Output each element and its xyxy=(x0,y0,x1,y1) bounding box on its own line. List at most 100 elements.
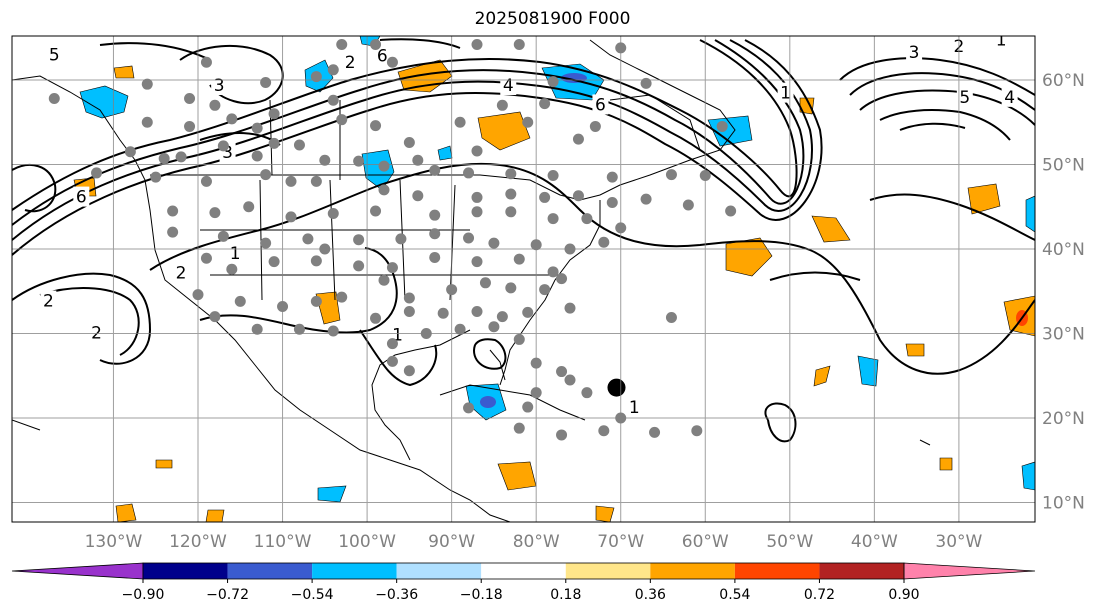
colorbar-tick-label: 0.36 xyxy=(635,587,666,603)
station-dot xyxy=(285,211,297,223)
station-dot xyxy=(251,150,263,162)
station-dot xyxy=(505,168,517,180)
station-dot xyxy=(386,262,398,274)
station-dot xyxy=(471,145,483,157)
station-dot xyxy=(260,237,272,249)
station-dot xyxy=(141,78,153,90)
station-dot xyxy=(606,171,618,183)
station-dot xyxy=(556,366,568,378)
contour-label-bg xyxy=(592,94,609,115)
station-dot xyxy=(310,175,322,187)
colorbar-tick-label: −0.90 xyxy=(122,587,165,603)
station-dot xyxy=(251,323,263,335)
station-dot xyxy=(556,273,568,285)
station-dot xyxy=(158,153,170,165)
station-dot xyxy=(505,206,517,218)
station-dot xyxy=(649,426,661,438)
station-dot xyxy=(209,311,221,323)
station-dot xyxy=(310,295,322,307)
station-dot xyxy=(226,263,238,275)
station-dot xyxy=(167,205,179,217)
contour-label: 1 xyxy=(230,244,241,264)
lon-label: 80°W xyxy=(513,532,560,552)
station-dot xyxy=(725,205,737,217)
map-background xyxy=(12,36,1035,522)
station-dot xyxy=(547,213,559,225)
station-dot xyxy=(386,355,398,367)
lon-label: 100°W xyxy=(338,532,396,552)
station-dot xyxy=(429,251,441,263)
station-dot xyxy=(150,171,162,183)
station-dot xyxy=(581,213,593,225)
station-dot xyxy=(268,108,280,120)
colorbar-extend-low xyxy=(11,562,144,580)
station-dot xyxy=(429,164,441,176)
colorbar-frame xyxy=(142,562,905,580)
latitude-labels: 10°N 20°N 30°N 40°N 50°N 60°N xyxy=(1042,71,1085,514)
station-dot xyxy=(48,93,60,105)
graticule xyxy=(12,36,1035,522)
station-dot xyxy=(124,146,136,158)
station-dot xyxy=(200,56,212,68)
lon-label: 40°W xyxy=(851,532,898,552)
station-dot xyxy=(327,94,339,106)
station-dot xyxy=(285,175,297,187)
colorbar-tick-label: −0.36 xyxy=(375,587,418,603)
station-dot xyxy=(429,228,441,240)
station-dot xyxy=(412,154,424,166)
station-dot xyxy=(336,114,348,126)
station-dot xyxy=(234,295,246,307)
station-dot xyxy=(336,38,348,50)
contour-label-bg xyxy=(993,36,1010,50)
colorbar-segment xyxy=(227,563,313,579)
station-dot xyxy=(370,120,382,132)
station-dot xyxy=(403,306,415,318)
colorbar-segment xyxy=(481,563,566,579)
station-dot xyxy=(488,237,500,249)
station-dot xyxy=(226,113,238,125)
lat-label: 40°N xyxy=(1042,240,1085,260)
lat-label: 20°N xyxy=(1042,409,1085,429)
station-dot xyxy=(412,190,424,202)
colorbar: −0.90 −0.72 −0.54 −0.36 −0.18 0.18 0.36 0.54 0.7… xyxy=(11,562,1036,603)
station-dot xyxy=(378,184,390,196)
station-dot xyxy=(403,136,415,148)
contour-label-bg xyxy=(956,86,973,107)
contour-label-bg xyxy=(46,44,63,65)
contour-label-bg xyxy=(173,262,190,283)
station-dot xyxy=(403,292,415,304)
station-dot xyxy=(564,374,576,386)
lat-label: 30°N xyxy=(1042,325,1085,345)
station-dot xyxy=(91,167,103,179)
colorbar-segment xyxy=(565,563,651,579)
colorbar-segment xyxy=(312,563,397,579)
lon-label: 90°W xyxy=(428,532,475,552)
station-dot xyxy=(353,234,365,246)
anomaly-shading xyxy=(73,36,1035,522)
station-dot xyxy=(200,175,212,187)
station-dot xyxy=(463,232,475,244)
map-title: 2025081900 F000 xyxy=(474,9,631,29)
contour-label: 2 xyxy=(176,264,187,284)
lon-label: 30°W xyxy=(935,532,982,552)
contour-label-bg xyxy=(906,42,923,63)
colorbar-tick-label: −0.72 xyxy=(206,587,249,603)
station-dot xyxy=(471,38,483,50)
contour-label-bg xyxy=(88,322,105,343)
station-dot xyxy=(268,256,280,268)
station-dot xyxy=(386,56,398,68)
station-dot xyxy=(293,323,305,335)
station-dot xyxy=(378,160,390,172)
station-dot xyxy=(463,167,475,179)
contour-label: 1 xyxy=(392,325,403,345)
station-dot xyxy=(640,193,652,205)
station-dot xyxy=(581,387,593,399)
station-dot xyxy=(539,284,551,296)
lat-label: 50°N xyxy=(1042,155,1085,175)
colorbar-tick-label: −0.54 xyxy=(291,587,334,603)
contour-label: 3 xyxy=(909,43,920,63)
station-dot xyxy=(505,188,517,200)
station-dot xyxy=(378,274,390,286)
station-dot xyxy=(471,206,483,218)
